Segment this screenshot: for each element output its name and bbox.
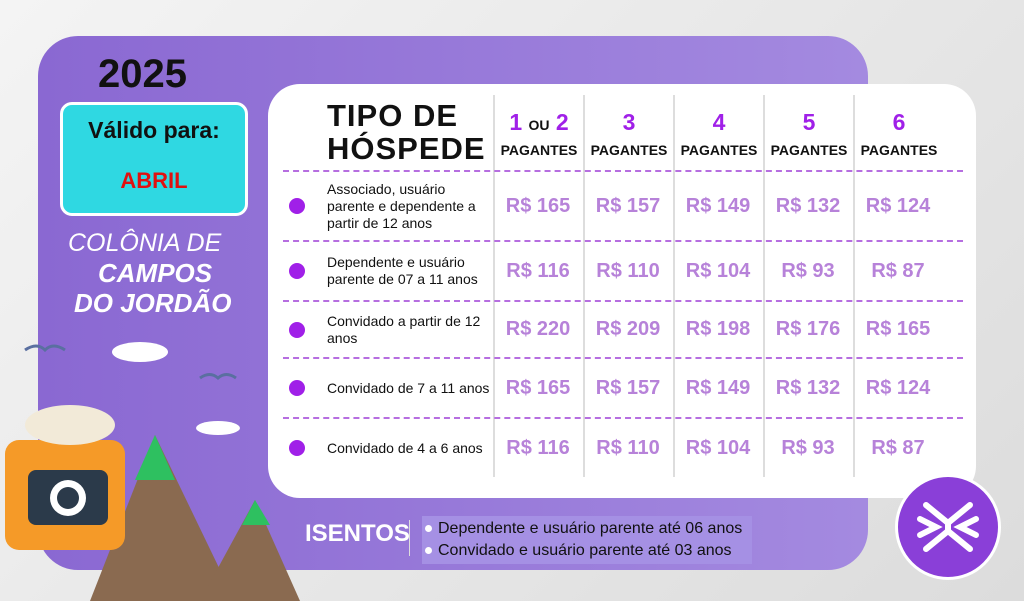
exempt-item: Dependente e usuário parente até 06 anos	[424, 518, 742, 540]
row-label-cell: Dependente e usuário parente de 07 a 11 …	[283, 242, 493, 300]
guest-type-label: Associado, usuário parente e dependente …	[327, 180, 476, 231]
row-label-cell: Convidado de 4 a 6 anos	[283, 419, 493, 477]
hat-icon	[25, 405, 115, 445]
guest-type-label: Convidado de 4 a 6 anos	[327, 439, 483, 456]
place-line3: DO JORDÃO	[74, 288, 232, 318]
table-row: Dependente e usuário parente de 07 a 11 …	[283, 240, 963, 300]
price-cell: R$ 93	[781, 259, 835, 282]
price-cell: R$ 124	[865, 376, 931, 399]
column-3	[583, 95, 673, 477]
price-cell: R$ 176	[775, 318, 841, 340]
price-cell: R$ 104	[685, 259, 751, 282]
divider	[409, 520, 410, 556]
price-cell: R$ 198	[685, 318, 751, 340]
mountain-icon	[200, 500, 300, 601]
travel-illustration	[5, 342, 300, 601]
column-header: 1 OU 2 PAGANTES	[500, 109, 578, 158]
price-cell: R$ 87	[871, 259, 925, 282]
price-cell: R$ 149	[685, 376, 751, 399]
bird-icon	[199, 373, 237, 380]
price-cell: R$ 110	[596, 436, 660, 459]
table-row: Convidado a partir de 12 anos R$ 220 R$ 20…	[283, 300, 963, 357]
column-header: 3 PAGANTES	[590, 109, 668, 158]
price-cell: R$ 132	[775, 376, 841, 399]
logo	[895, 474, 1001, 580]
price-cell: R$ 165	[505, 194, 571, 217]
table-row: Convidado de 7 a 11 anos R$ 165 R$ 157 R$ 1…	[283, 357, 963, 417]
price-cell: R$ 165	[865, 318, 931, 340]
bullet-icon	[289, 198, 305, 214]
valid-month: ABRIL	[120, 168, 188, 193]
guest-type-header: TIPO DE HÓSPEDE	[327, 98, 486, 166]
price-cell: R$ 104	[685, 436, 751, 459]
exempt-item: Convidado e usuário parente até 03 anos	[424, 540, 742, 562]
row-label-cell: Associado, usuário parente e dependente …	[283, 172, 493, 240]
row-label-cell: Convidado de 7 a 11 anos	[283, 359, 493, 417]
column-6	[853, 95, 943, 477]
column-header: 6 PAGANTES	[860, 109, 938, 158]
column-header: 5 PAGANTES	[770, 109, 848, 158]
exempt-list: Dependente e usuário parente até 06 anos…	[422, 516, 753, 564]
price-cell: R$ 93	[781, 436, 835, 459]
column-1-2	[493, 95, 583, 477]
place-line2: CAMPOS	[98, 258, 213, 288]
column-5	[763, 95, 853, 477]
price-cell: R$ 87	[871, 436, 925, 459]
guest-type-label: Dependente e usuário parente de 07 a 11 …	[327, 254, 478, 287]
table-row: Associado, usuário parente e dependente …	[283, 170, 963, 240]
row-label-cell: Convidado a partir de 12 anos	[283, 302, 493, 357]
cloud-icon	[196, 421, 240, 435]
bullet-icon	[289, 380, 305, 396]
exempt-title: ISENTOS	[305, 520, 410, 547]
price-cell: R$ 157	[595, 376, 661, 399]
guest-type-label: Convidado de 7 a 11 anos	[327, 379, 490, 396]
price-cell: R$ 157	[595, 194, 661, 217]
table-row: Convidado de 4 a 6 anos R$ 116 R$ 110 R$ 10…	[283, 417, 963, 477]
column-4	[673, 95, 763, 477]
price-cell: R$ 209	[595, 318, 661, 340]
price-table-card	[268, 84, 976, 498]
valid-label: Válido para:	[88, 117, 220, 143]
place-title: COLÔNIA DE CAMPOS DO JORDÃO	[68, 228, 231, 318]
price-cell: R$ 116	[506, 259, 570, 282]
price-cell: R$ 149	[685, 194, 751, 217]
column-header: 4 PAGANTES	[680, 109, 758, 158]
valid-box: Válido para: ABRIL	[60, 102, 248, 216]
bird-icon	[24, 344, 66, 353]
price-cell: R$ 124	[865, 194, 931, 217]
price-cell: R$ 132	[775, 194, 841, 217]
year-title: 2025	[98, 52, 187, 96]
place-line1: COLÔNIA DE	[68, 229, 222, 257]
logo-icon	[917, 502, 979, 552]
price-cell: R$ 165	[505, 376, 571, 399]
cloud-icon	[112, 342, 168, 362]
bullet-icon	[289, 321, 305, 338]
bullet-icon	[289, 263, 305, 279]
mountain-icon	[90, 435, 235, 601]
price-cell: R$ 116	[506, 436, 570, 459]
price-cell: R$ 220	[505, 318, 571, 340]
guest-type-label: Convidado a partir de 12 anos	[327, 312, 481, 346]
price-cell: R$ 110	[596, 259, 660, 282]
bullet-icon	[289, 440, 305, 456]
